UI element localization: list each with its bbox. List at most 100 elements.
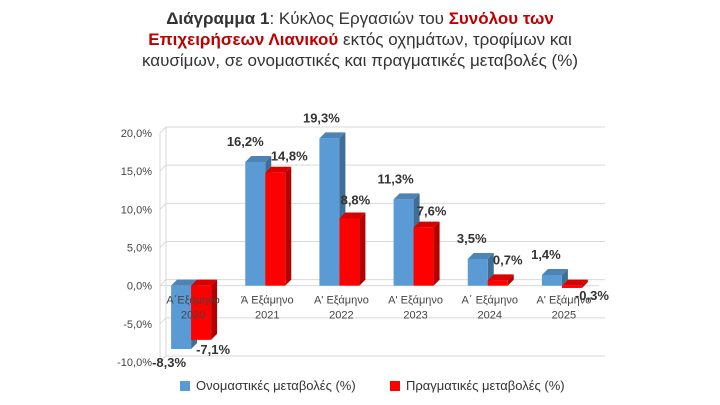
y-tick-label: 0,0% bbox=[127, 281, 152, 293]
bar-front bbox=[467, 258, 488, 286]
data-label: 3,5% bbox=[457, 231, 487, 246]
x-tick-label-line: Α΄ Εξάμηνο bbox=[462, 295, 518, 307]
legend-item: Ονομαστικές μεταβολές (%) bbox=[180, 378, 356, 393]
data-label: 1,4% bbox=[531, 247, 561, 262]
bar bbox=[265, 166, 292, 286]
bar-front bbox=[319, 138, 340, 286]
x-axis: Α΄Εξάμηνο 2020 Ά Εξάμηνο 2021 Α' Εξάμηνο 2022… bbox=[166, 295, 591, 322]
bar-top bbox=[191, 279, 218, 286]
title-figure-number: Διάγραμμα 1 bbox=[166, 9, 270, 28]
data-label: 16,2% bbox=[227, 134, 264, 149]
bar-front bbox=[191, 285, 212, 340]
bar-top bbox=[319, 132, 346, 139]
bar-front bbox=[561, 285, 582, 288]
x-tick-label: Α' Εξάμηνο 2022 bbox=[314, 295, 369, 322]
bar-top bbox=[561, 279, 588, 286]
title-text-intro: : Κύκλος Εργασιών του bbox=[269, 9, 449, 28]
bar-front bbox=[339, 218, 360, 286]
legend-swatch bbox=[180, 381, 190, 391]
bar-side bbox=[359, 212, 366, 286]
bar-top bbox=[339, 212, 366, 219]
bar-front bbox=[413, 227, 434, 286]
bar bbox=[541, 268, 568, 286]
bar-front bbox=[487, 280, 508, 286]
data-label: 8,8% bbox=[341, 192, 371, 207]
bar-side bbox=[561, 268, 568, 286]
gridline bbox=[159, 279, 605, 287]
legend: Ονομαστικές μεταβολές (%) Πραγματικές μετ… bbox=[180, 378, 565, 393]
x-tick-label: Α΄ Εξάμηνο 2024 bbox=[462, 295, 518, 322]
bar-top bbox=[467, 252, 494, 259]
data-label: -8,3% bbox=[152, 355, 186, 370]
gridline bbox=[159, 355, 605, 363]
bar-top bbox=[245, 156, 272, 163]
bar-top bbox=[393, 193, 420, 200]
bar bbox=[413, 221, 440, 286]
legend-label: Ονομαστικές μεταβολές (%) bbox=[196, 378, 356, 393]
y-tick-label: -10,0% bbox=[117, 357, 152, 369]
bar bbox=[191, 279, 218, 340]
bar-front bbox=[393, 199, 414, 286]
x-tick-label-line: Α' Εξάμηνο bbox=[314, 295, 369, 307]
gridline bbox=[159, 126, 605, 134]
gridline bbox=[159, 317, 605, 325]
bar-top bbox=[413, 221, 440, 228]
y-tick-label: 20,0% bbox=[121, 128, 152, 140]
bar bbox=[487, 274, 514, 286]
gridline bbox=[159, 164, 605, 172]
bar-top bbox=[265, 166, 292, 173]
x-tick-label-line: 2025 bbox=[552, 310, 576, 322]
data-label: 11,3% bbox=[378, 171, 415, 186]
x-tick-label-line: Α΄Εξάμηνο bbox=[166, 295, 219, 307]
x-tick-label: Α' Εξάμηνο 2025 bbox=[536, 295, 591, 322]
data-label: 7,6% bbox=[417, 204, 447, 219]
y-axis: -10,0% -5,0% 0,0% 5,0% 10,0% 15,0% 20,0% bbox=[117, 128, 152, 369]
bar-top bbox=[487, 274, 514, 281]
x-tick-label: Ά Εξάμηνο 2021 bbox=[241, 295, 294, 322]
x-tick-label-line: 2023 bbox=[403, 310, 427, 322]
data-label: 19,3% bbox=[303, 110, 340, 125]
bar-side bbox=[211, 279, 218, 340]
bars bbox=[171, 132, 588, 350]
data-label: 0,7% bbox=[493, 252, 523, 267]
x-tick-label-line: 2024 bbox=[478, 310, 502, 322]
bar-front bbox=[171, 285, 192, 350]
bar-front bbox=[245, 162, 266, 286]
gridline bbox=[159, 241, 605, 248]
title-text-rest: εκτός οχημάτων, τροφίμων και καυσίμων, σ… bbox=[142, 30, 578, 70]
bar bbox=[561, 279, 588, 288]
bar-top bbox=[541, 268, 568, 275]
bar-front bbox=[541, 274, 562, 286]
data-label: -7,1% bbox=[196, 342, 230, 357]
legend-label: Πραγματικές μεταβολές (%) bbox=[406, 378, 565, 393]
x-tick-label-line: 2022 bbox=[329, 310, 353, 322]
chart-title: Διάγραμμα 1: Κύκλος Εργασιών του Συνόλου… bbox=[120, 8, 600, 71]
y-tick-label: 15,0% bbox=[121, 166, 152, 178]
data-label: -0,3% bbox=[575, 288, 609, 303]
bar-top bbox=[171, 279, 198, 286]
x-tick-label-line: 2021 bbox=[255, 310, 279, 322]
bar-side bbox=[507, 274, 514, 286]
data-label: 14,8% bbox=[271, 149, 308, 164]
legend-item: Πραγματικές μεταβολές (%) bbox=[390, 378, 565, 393]
x-tick-label: Α΄Εξάμηνο 2020 bbox=[166, 295, 219, 322]
bar-side bbox=[581, 279, 588, 288]
bar bbox=[339, 212, 366, 286]
x-tick-label: Α' Εξάμηνο 2023 bbox=[388, 295, 443, 322]
x-tick-label-line: 2020 bbox=[181, 310, 205, 322]
x-tick-label-line: Α' Εξάμηνο bbox=[536, 295, 591, 307]
gridline bbox=[159, 202, 605, 210]
bar-front bbox=[265, 172, 286, 286]
data-labels: -8,3% -7,1% 16,2% 14,8% 19,3% 8,8% 11,3% 7,6% 3,… bbox=[152, 110, 609, 370]
y-tick-label: 5,0% bbox=[127, 243, 152, 255]
legend-swatch bbox=[390, 381, 400, 391]
bar-side bbox=[285, 166, 292, 286]
y-tick-label: -5,0% bbox=[123, 319, 152, 331]
bar-side bbox=[433, 221, 440, 286]
gridlines bbox=[159, 126, 605, 363]
y-tick-label: 10,0% bbox=[121, 204, 152, 216]
x-tick-label-line: Ά Εξάμηνο bbox=[241, 295, 294, 307]
title-highlight: Συνόλου των Επιχειρήσεων Λιανικού bbox=[148, 9, 554, 49]
x-tick-label-line: Α' Εξάμηνο bbox=[388, 295, 443, 307]
